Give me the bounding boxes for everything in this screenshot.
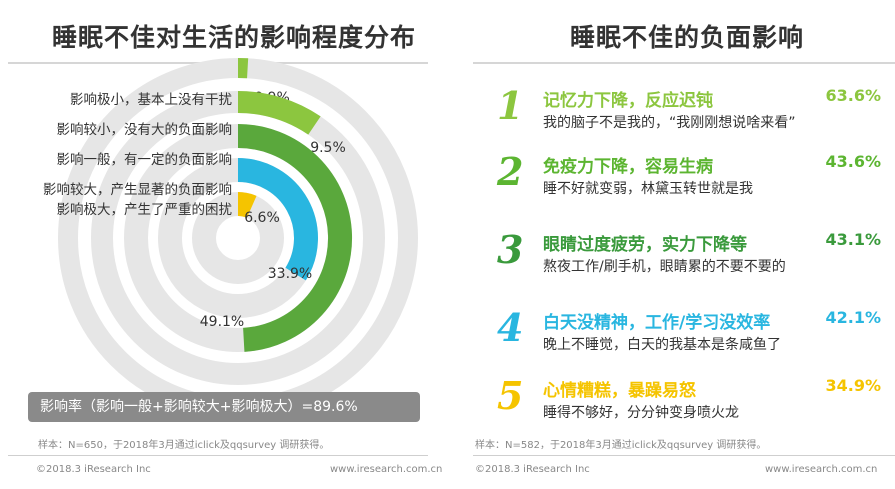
- ring-arc-3: [237, 124, 353, 352]
- list-title: 睡眠不佳的负面影响: [570, 23, 805, 52]
- chart-title: 睡眠不佳对生活的影响程度分布: [52, 23, 417, 52]
- impact-rate-summary: 影响率（影响一般+影响较大+影响极大）=89.6%: [28, 392, 420, 422]
- footer-divider: [473, 455, 895, 456]
- sample-note: 样本：N=650，于2018年3月通过iclick及qqsurvey 调研获得。: [38, 440, 330, 451]
- value-label: 6.6%: [244, 210, 280, 226]
- item-percentage: 34.9%: [825, 376, 881, 395]
- category-label: 影响极大，产生了严重的困扰: [57, 202, 233, 218]
- ring-arc-4: [237, 158, 318, 281]
- left-panel: 睡眠不佳对生活的影响程度分布 0.9% 影响极小，基本上没有干扰 9.5% 影响较小，…: [0, 0, 443, 489]
- item-percentage: 42.1%: [825, 308, 881, 327]
- radial-bar-chart: 0.9%影响极小，基本上没有干扰9.5%影响较小，没有大的负面影响49.1%影响…: [43, 57, 418, 392]
- item-number: 5: [497, 373, 524, 418]
- site-url: www.iresearch.com.cn: [330, 464, 443, 475]
- sample-note: 样本：N=582，于2018年3月通过iclick及qqsurvey 调研获得。: [475, 440, 767, 451]
- copyright: ©2018.3 iResearch Inc: [36, 464, 151, 475]
- item-heading: 心情糟糕，暴躁易怒: [543, 381, 696, 401]
- item-description: 睡得不够好，分分钟变身喷火龙: [543, 405, 739, 421]
- impact-item: 2 免疫力下降，容易生病睡不好就变弱，林黛玉转世就是我 43.6%: [455, 150, 895, 210]
- ring-arc-5: [237, 192, 257, 219]
- item-heading: 记忆力下降，反应迟钝: [543, 91, 713, 111]
- category-label: 影响一般，有一定的负面影响: [57, 152, 233, 168]
- item-percentage: 43.1%: [825, 230, 881, 249]
- item-number: 4: [497, 305, 524, 350]
- footer-divider: [8, 455, 428, 456]
- item-percentage: 63.6%: [825, 86, 881, 105]
- impact-item: 4 白天没精神，工作/学习没效率晚上不睡觉，白天的我基本是条咸鱼了 42.1%: [455, 306, 895, 366]
- site-url: www.iresearch.com.cn: [765, 464, 878, 475]
- item-number: 3: [497, 227, 524, 272]
- category-label: 影响较大，产生显著的负面影响: [43, 182, 232, 198]
- impact-item: 5 心情糟糕，暴躁易怒睡得不够好，分分钟变身喷火龙 34.9%: [455, 374, 895, 434]
- item-description: 睡不好就变弱，林黛玉转世就是我: [543, 181, 753, 197]
- item-description: 熬夜工作/刷手机，眼睛累的不要不要的: [543, 259, 786, 275]
- impact-item: 1 记忆力下降，反应迟钝我的脑子不是我的，“我刚刚想说啥来看” 63.6%: [455, 84, 895, 144]
- value-label: 49.1%: [200, 314, 244, 330]
- category-label: 影响极小，基本上没有干扰: [70, 91, 232, 108]
- item-description: 我的脑子不是我的，“我刚刚想说啥来看”: [543, 115, 796, 131]
- item-heading: 白天没精神，工作/学习没效率: [543, 313, 771, 333]
- item-percentage: 43.6%: [825, 152, 881, 171]
- item-heading: 眼睛过度疲劳，实力下降等: [543, 235, 747, 255]
- impact-item: 3 眼睛过度疲劳，实力下降等熬夜工作/刷手机，眼睛累的不要不要的 43.1%: [455, 228, 895, 288]
- value-label: 9.5%: [310, 140, 346, 156]
- right-panel: 睡眠不佳的负面影响 1 记忆力下降，反应迟钝我的脑子不是我的，“我刚刚想说啥来看”…: [455, 0, 895, 489]
- title-divider: [473, 62, 895, 64]
- ring-arc-2: [237, 91, 321, 135]
- item-number: 2: [497, 149, 524, 194]
- item-heading: 免疫力下降，容易生病: [543, 157, 713, 177]
- category-label: 影响较小，没有大的负面影响: [57, 122, 233, 138]
- item-number: 1: [497, 83, 524, 128]
- value-label: 33.9%: [268, 266, 312, 282]
- item-description: 晚上不睡觉，白天的我基本是条咸鱼了: [543, 337, 781, 353]
- copyright: ©2018.3 iResearch Inc: [475, 464, 590, 475]
